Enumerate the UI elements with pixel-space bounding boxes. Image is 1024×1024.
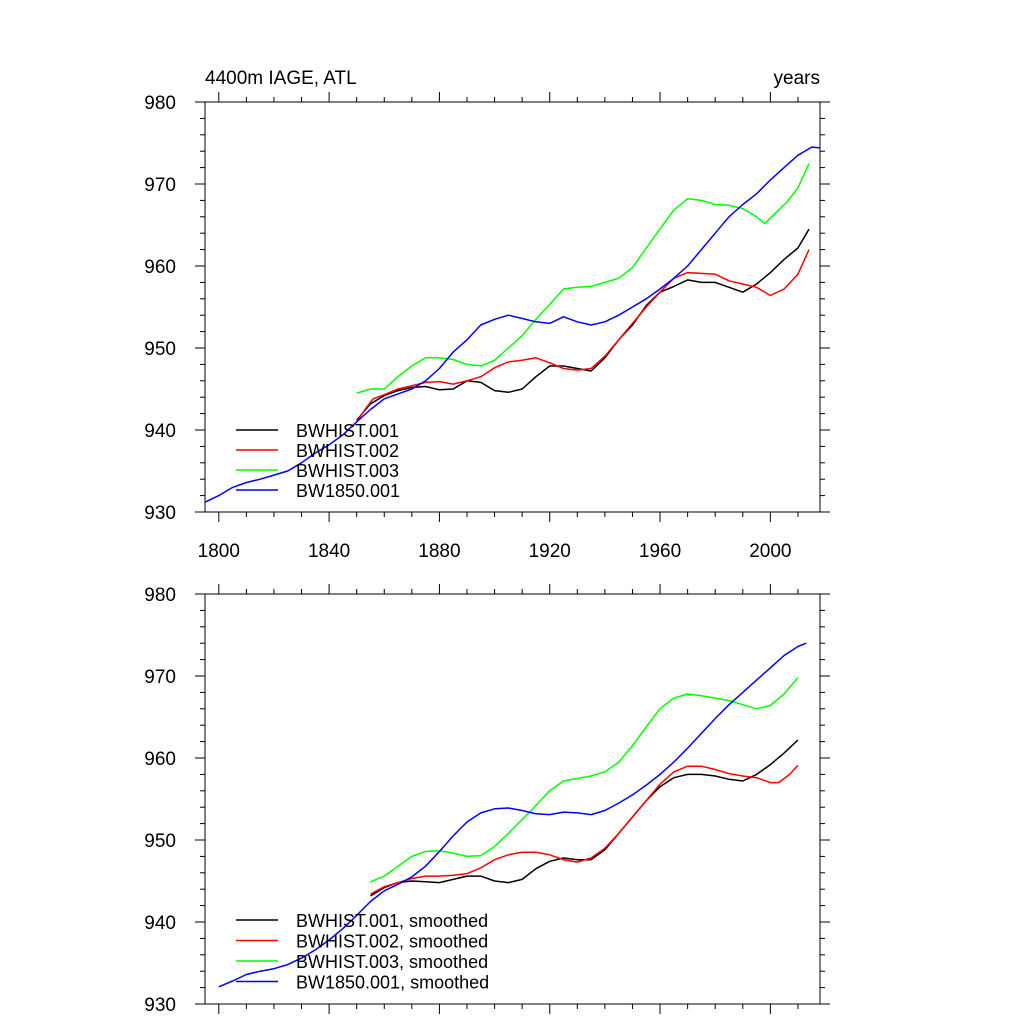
plot-frame: [204, 593, 821, 1005]
y-tick-label: 930: [144, 995, 176, 1016]
x-tick-label: 1960: [639, 541, 681, 562]
legend-label-2: BWHIST.002: [296, 441, 399, 461]
y-tick-label: 980: [144, 585, 176, 606]
legend-label-3: BWHIST.003, smoothed: [296, 952, 488, 972]
panel-title-left: 4400m IAGE, ATL: [205, 68, 357, 89]
y-tick-label: 980: [144, 93, 176, 114]
legend-label-3: BWHIST.003: [296, 461, 399, 481]
legend-label-1: BWHIST.001: [296, 421, 399, 441]
y-tick-label: 960: [144, 749, 176, 770]
y-tick-label: 970: [144, 667, 176, 688]
y-tick-label: 940: [144, 421, 176, 442]
x-tick-label: 1920: [529, 541, 571, 562]
series-line-2: [356, 249, 810, 423]
panel-top: 4400m IAGE, ATL years 930 940 950 960 970 980…: [144, 68, 830, 562]
y-tick-label: 940: [144, 913, 176, 934]
series-line-1: [370, 739, 799, 897]
x-tick-label: 1880: [418, 541, 460, 562]
legend-label-1: BWHIST.001, smoothed: [296, 911, 488, 931]
series-line-2: [370, 764, 799, 895]
y-tick-label: 960: [144, 257, 176, 278]
legend-label-4: BW1850.001, smoothed: [296, 973, 489, 993]
plot-frame: [204, 101, 821, 513]
series-line-3: [370, 677, 799, 883]
legend-label-2: BWHIST.002, smoothed: [296, 932, 488, 952]
y-tick-label: 930: [144, 503, 176, 524]
series-line-4: [204, 146, 821, 503]
series-line-1: [356, 228, 810, 421]
series-line-4: [218, 642, 807, 988]
legend-label-4: BW1850.001: [296, 481, 400, 501]
y-tick-label: 950: [144, 339, 176, 360]
x-tick-label: 1840: [308, 541, 350, 562]
x-tick-label: 2000: [749, 541, 791, 562]
y-tick-label: 950: [144, 831, 176, 852]
panel-title-right: years: [774, 68, 820, 89]
x-tick-label: 1800: [198, 541, 240, 562]
series-line-3: [356, 163, 810, 394]
y-tick-label: 970: [144, 175, 176, 196]
